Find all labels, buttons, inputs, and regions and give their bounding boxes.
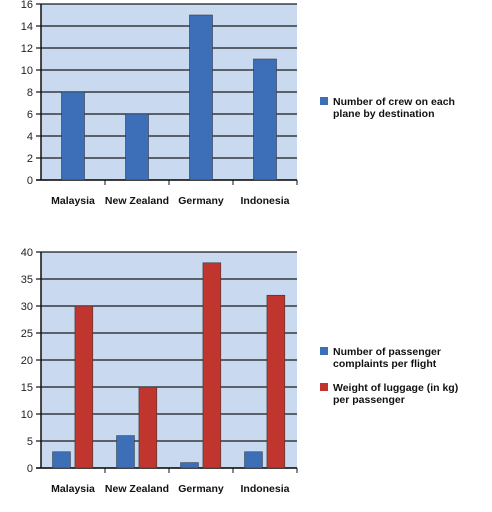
y-tick-label: 12 (21, 43, 33, 55)
category-label: New Zealand (105, 483, 169, 495)
bar-number-of-crew-on-each-plane-by-destination-new-zealand (125, 113, 149, 181)
bar-number-of-crew-on-each-plane-by-destination-germany (189, 14, 213, 181)
legend-label: Number of crew on each (333, 96, 455, 108)
y-tick-label: 10 (21, 65, 33, 77)
bar-weight-of-luggage-in-kg-per-passenger-indonesia (266, 294, 286, 469)
bar-number-of-passenger-complaints-per-flight-new-zealand (116, 435, 135, 469)
bar-weight-of-luggage-in-kg-per-passenger-new-zealand (138, 386, 158, 469)
y-tick-label: 0 (27, 175, 33, 187)
legend-swatch (320, 347, 328, 355)
y-tick-label: 20 (21, 355, 33, 367)
y-tick-label: 25 (21, 328, 33, 340)
y-tick-label: 16 (21, 0, 33, 11)
category-label: Germany (178, 195, 224, 207)
complaints-luggage-chart-svg: 0 5 10 15 20 25 30 35 40 Malaysia New Zealand Germa… (21, 247, 458, 495)
category-label: New Zealand (105, 195, 169, 207)
bar-weight-of-luggage-in-kg-per-passenger-germany (202, 262, 222, 469)
category-label: Indonesia (240, 195, 289, 207)
complaints-luggage-chart: 0 5 10 15 20 25 30 35 40 Malaysia New Zealand Germa… (0, 240, 492, 512)
legend-label: Weight of luggage (in kg) (333, 382, 458, 394)
y-tick-label: 30 (21, 301, 33, 313)
y-tick-label: 2 (27, 153, 33, 165)
y-tick-label: 40 (21, 247, 33, 259)
crew-chart: 0 2 4 6 8 10 12 14 16 Malaysia New Zealand Germany I… (0, 0, 492, 215)
bar-number-of-crew-on-each-plane-by-destination-indonesia (253, 58, 277, 181)
y-tick-label: 6 (27, 109, 33, 121)
legend-label: plane by destination (333, 108, 435, 120)
bar-number-of-crew-on-each-plane-by-destination-malaysia (61, 91, 85, 181)
legend-label: complaints per flight (333, 358, 437, 370)
legend-label: per passenger (333, 394, 405, 406)
legend-swatch (320, 97, 328, 105)
bar-number-of-passenger-complaints-per-flight-indonesia (244, 451, 263, 469)
crew-chart-svg: 0 2 4 6 8 10 12 14 16 Malaysia New Zealand Germany I… (21, 0, 455, 207)
y-tick-label: 5 (27, 436, 33, 448)
category-label: Malaysia (51, 483, 95, 495)
bar-weight-of-luggage-in-kg-per-passenger-malaysia (74, 305, 94, 469)
bar-number-of-passenger-complaints-per-flight-germany (180, 462, 199, 469)
y-tick-label: 8 (27, 87, 33, 99)
y-tick-label: 15 (21, 382, 33, 394)
y-tick-label: 0 (27, 463, 33, 475)
category-label: Indonesia (240, 483, 289, 495)
y-tick-label: 35 (21, 274, 33, 286)
category-label: Malaysia (51, 195, 95, 207)
legend-swatch (320, 383, 328, 391)
bar-number-of-passenger-complaints-per-flight-malaysia (52, 451, 71, 469)
y-tick-label: 14 (21, 21, 33, 33)
legend-label: Number of passenger (333, 346, 441, 358)
y-tick-label: 4 (27, 131, 33, 143)
y-tick-label: 10 (21, 409, 33, 421)
category-label: Germany (178, 483, 224, 495)
